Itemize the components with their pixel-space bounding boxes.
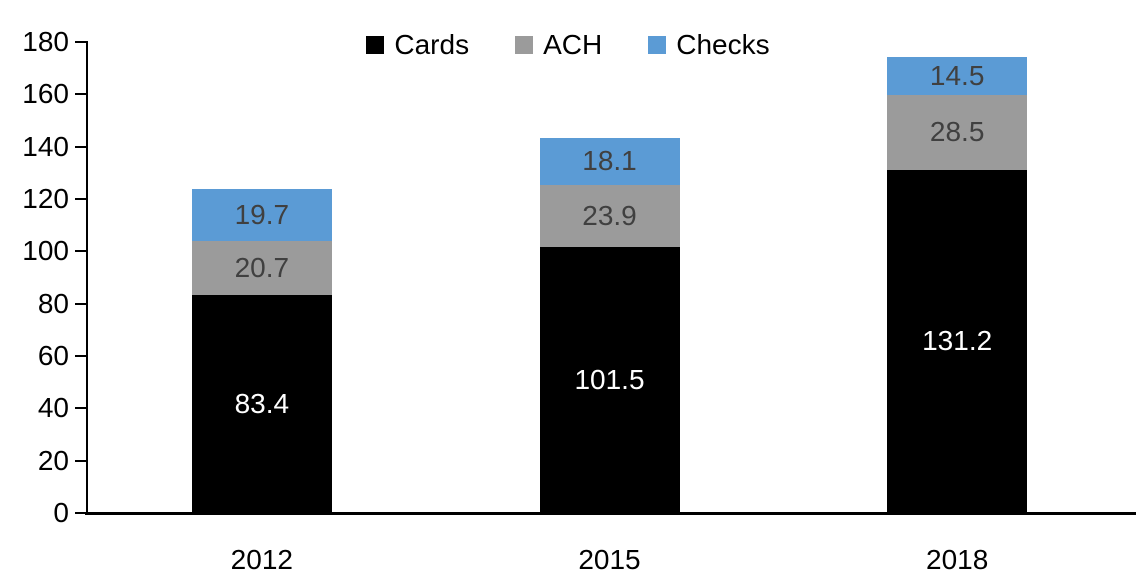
y-axis-tick-label: 120 [22,183,69,214]
bar-segment-cards-2012: 83.4 [191,294,332,513]
bar-segment-ach-2012: 20.7 [191,240,332,295]
bar-segment-checks-2012: 19.7 [191,189,332,241]
y-axis-tick [75,512,88,514]
bar-segment-ach-2015: 23.9 [539,184,680,248]
y-axis-tick [75,250,88,253]
bar-data-label: 28.5 [929,116,985,148]
y-axis-tick-label: 140 [22,130,69,162]
legend-item-ach: ACH [515,31,602,59]
y-axis-tick-label: 180 [22,26,69,57]
bar-data-label: 83.4 [234,387,290,419]
y-axis-tick [75,145,88,148]
legend-label: ACH [543,29,603,60]
bar-segment-checks-2018: 14.5 [887,57,1028,96]
y-axis-tick [75,198,88,200]
bar-segment-checks-2015: 18.1 [539,137,680,185]
x-axis-category-label: 2015 [578,544,641,575]
legend-swatch-checks-icon [648,36,667,54]
bar-data-label: 131.2 [922,325,993,357]
y-axis-tick [75,459,88,462]
y-axis-tick [75,41,88,43]
y-axis-tick [75,407,88,410]
legend-item-cards: Cards [366,31,469,59]
y-axis-tick-label: 100 [22,235,69,267]
bar-data-label: 20.7 [234,251,290,283]
bar-segment-cards-2018: 131.2 [887,169,1028,513]
bar-data-label: 19.7 [234,198,290,230]
y-axis-tick-label: 40 [37,392,69,424]
y-axis-tick-label: 0 [53,497,69,528]
x-axis-category-label: 2018 [926,544,989,575]
y-axis-tick [75,93,88,96]
bar-data-label: 23.9 [582,200,637,232]
y-axis-tick [75,355,88,357]
y-axis-tick-label: 60 [37,340,69,371]
y-axis-line [86,42,88,515]
bar-data-label: 14.5 [929,60,985,92]
bar-data-label: 101.5 [574,364,645,396]
legend-label: Checks [676,29,770,60]
chart-legend: Cards ACH Checks [0,31,1136,59]
x-axis-line [85,512,1136,515]
y-axis-tick [75,302,88,305]
legend-item-checks: Checks [648,29,770,60]
y-axis-tick-label: 80 [37,287,69,319]
y-axis-tick-label: 160 [22,78,69,110]
legend-label: Cards [394,29,470,60]
bar-segment-cards-2015: 101.5 [539,247,680,513]
bar-segment-ach-2018: 28.5 [887,95,1028,170]
x-axis-category-label: 2012 [230,544,293,575]
legend-swatch-ach-icon [515,36,534,54]
legend-swatch-cards-icon [366,36,385,54]
bar-data-label: 18.1 [582,145,637,177]
y-axis-tick-label: 20 [37,444,69,476]
